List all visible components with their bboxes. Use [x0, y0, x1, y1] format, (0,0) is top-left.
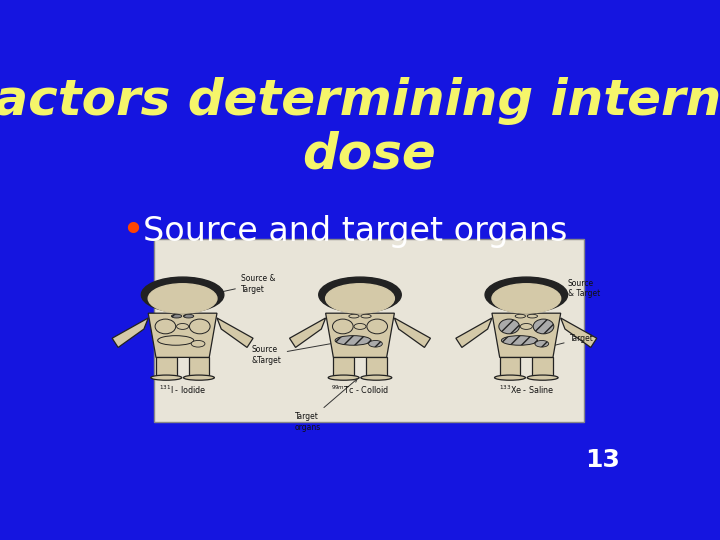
Ellipse shape — [361, 375, 392, 380]
Text: •: • — [121, 212, 144, 250]
Polygon shape — [189, 357, 210, 377]
FancyBboxPatch shape — [174, 299, 192, 313]
Text: 13: 13 — [585, 448, 620, 472]
Ellipse shape — [367, 319, 387, 334]
Polygon shape — [492, 313, 561, 357]
Ellipse shape — [333, 319, 353, 334]
Ellipse shape — [328, 375, 359, 380]
Circle shape — [492, 284, 561, 313]
Polygon shape — [500, 357, 521, 377]
Circle shape — [485, 277, 567, 313]
Text: Target
organs: Target organs — [294, 379, 357, 431]
Text: Target: Target — [539, 334, 593, 350]
Polygon shape — [112, 318, 148, 347]
Ellipse shape — [369, 340, 382, 347]
Circle shape — [148, 284, 217, 313]
Text: Source &
Target: Source & Target — [186, 274, 275, 300]
Ellipse shape — [189, 319, 210, 334]
Text: Source and target organs: Source and target organs — [143, 214, 567, 248]
Ellipse shape — [192, 340, 205, 347]
Ellipse shape — [335, 336, 372, 345]
Text: Factors determining internal
dose: Factors determining internal dose — [0, 77, 720, 179]
FancyBboxPatch shape — [351, 299, 369, 313]
Ellipse shape — [535, 340, 549, 347]
Polygon shape — [561, 318, 597, 347]
Text: $^{99m}$Tc - Colloid: $^{99m}$Tc - Colloid — [331, 383, 389, 396]
Ellipse shape — [184, 375, 215, 380]
Circle shape — [325, 284, 395, 313]
Text: Source
&Target: Source &Target — [252, 338, 356, 365]
Ellipse shape — [521, 323, 532, 329]
Polygon shape — [333, 357, 354, 377]
Polygon shape — [456, 318, 492, 347]
Polygon shape — [395, 318, 431, 347]
Circle shape — [141, 277, 224, 313]
Ellipse shape — [499, 319, 519, 334]
Polygon shape — [325, 313, 395, 357]
Polygon shape — [532, 357, 553, 377]
Polygon shape — [217, 318, 253, 347]
Text: $^{131}$I - Iodide: $^{131}$I - Iodide — [159, 383, 207, 396]
Ellipse shape — [515, 314, 526, 318]
Circle shape — [319, 277, 401, 313]
Ellipse shape — [348, 314, 359, 318]
Polygon shape — [289, 318, 325, 347]
Ellipse shape — [501, 336, 538, 345]
Text: $^{133}$Xe - Saline: $^{133}$Xe - Saline — [498, 383, 554, 396]
Ellipse shape — [534, 319, 554, 334]
Polygon shape — [148, 313, 217, 357]
Ellipse shape — [354, 323, 366, 329]
Ellipse shape — [527, 314, 538, 318]
Ellipse shape — [158, 336, 194, 345]
Ellipse shape — [150, 375, 181, 380]
Ellipse shape — [184, 314, 194, 318]
FancyBboxPatch shape — [518, 299, 535, 313]
Ellipse shape — [176, 323, 189, 329]
Ellipse shape — [361, 314, 372, 318]
Polygon shape — [156, 357, 176, 377]
Ellipse shape — [495, 375, 526, 380]
Text: Source
& Target: Source & Target — [539, 279, 600, 307]
Ellipse shape — [155, 319, 176, 334]
FancyBboxPatch shape — [154, 239, 584, 422]
Ellipse shape — [171, 314, 181, 318]
Polygon shape — [366, 357, 387, 377]
Ellipse shape — [527, 375, 558, 380]
